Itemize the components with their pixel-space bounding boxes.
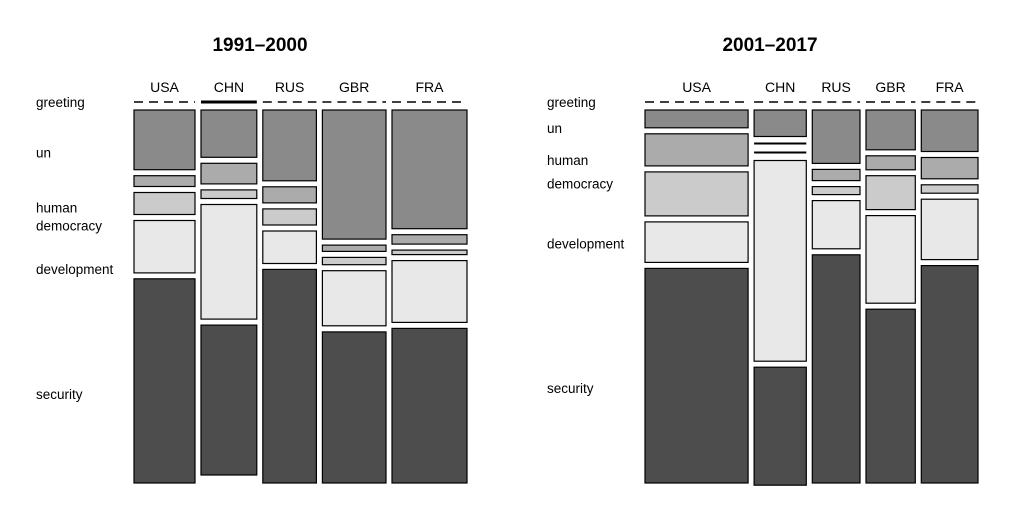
tile-fra-un [391,109,468,230]
tile-usa-un [644,109,749,129]
tile-rus-development [262,230,317,265]
row-label-human: human [36,200,77,215]
mosaic-panel-1991-2000: 1991–2000 USA CHN RUS GBR FRA greeting un human… [36,35,468,484]
chart-title: 2001–2017 [722,35,817,56]
tile-gbr-democracy [321,256,387,266]
tile-rus-human [811,168,861,182]
tile-fra-human [920,156,979,180]
row-label-un: un [36,146,51,161]
tile-usa-security [644,267,749,484]
row-label-security: security [547,381,594,396]
row-label-greeting: greeting [36,95,85,110]
tile-usa-human [644,133,749,167]
tile-fra-development [920,198,979,261]
tile-gbr-human [321,244,387,253]
tile-fra-security [391,327,468,484]
column-label-fra: FRA [416,79,445,95]
column-label-fra: FRA [936,79,965,95]
column-label-rus: RUS [821,79,851,95]
tile-rus-un [811,109,861,165]
row-label-democracy: democracy [547,177,613,192]
tile-gbr-development [321,270,387,327]
tile-chn-un [753,109,807,138]
tile-rus-democracy [262,208,317,226]
tile-chn-security [753,366,807,486]
row-label-development: development [547,236,625,251]
tile-chn-development [200,203,258,320]
tile-fra-security [920,265,979,484]
tile-gbr-development [865,215,916,304]
column-label-rus: RUS [275,79,305,95]
tile-chn-un [200,109,258,158]
tile-fra-democracy [920,184,979,194]
tile-usa-democracy [644,171,749,217]
mosaic-panel-2001-2017: 2001–2017 USA CHN RUS GBR FRA greeting un human… [547,35,979,486]
tile-rus-development [811,200,861,250]
tile-gbr-security [321,331,387,484]
tile-fra-human [391,234,468,245]
tile-chn-human [200,162,258,185]
tile-rus-democracy [811,186,861,196]
tile-usa-democracy [133,191,196,216]
column-label-usa: USA [682,79,711,95]
tile-gbr-democracy [865,175,916,211]
tile-fra-democracy [391,249,468,256]
tile-usa-human [133,175,196,188]
tile-chn-development [753,159,807,362]
tile-fra-un [920,109,979,153]
column-label-usa: USA [150,79,179,95]
column-label-chn: CHN [765,79,795,95]
tile-usa-un [133,109,196,171]
tile-gbr-un [321,109,387,240]
tile-rus-un [262,109,317,182]
tile-rus-security [811,254,861,484]
tile-gbr-security [865,308,916,484]
tile-fra-development [391,260,468,324]
tile-chn-security [200,324,258,476]
tile-rus-security [262,268,317,484]
row-label-human: human [547,153,588,168]
tile-usa-development [644,221,749,263]
tile-rus-human [262,186,317,204]
row-label-greeting: greeting [547,95,596,110]
row-label-un: un [547,121,562,136]
chart-title: 1991–2000 [212,35,307,56]
column-label-gbr: GBR [875,79,905,95]
tile-usa-security [133,278,196,484]
column-label-chn: CHN [214,79,244,95]
tile-chn-democracy [200,189,258,200]
column-label-gbr: GBR [339,79,369,95]
row-label-development: development [36,262,114,277]
tile-gbr-human [865,155,916,171]
row-label-democracy: democracy [36,219,102,234]
tile-usa-development [133,219,196,274]
tile-gbr-un [865,109,916,151]
row-label-security: security [36,387,83,402]
